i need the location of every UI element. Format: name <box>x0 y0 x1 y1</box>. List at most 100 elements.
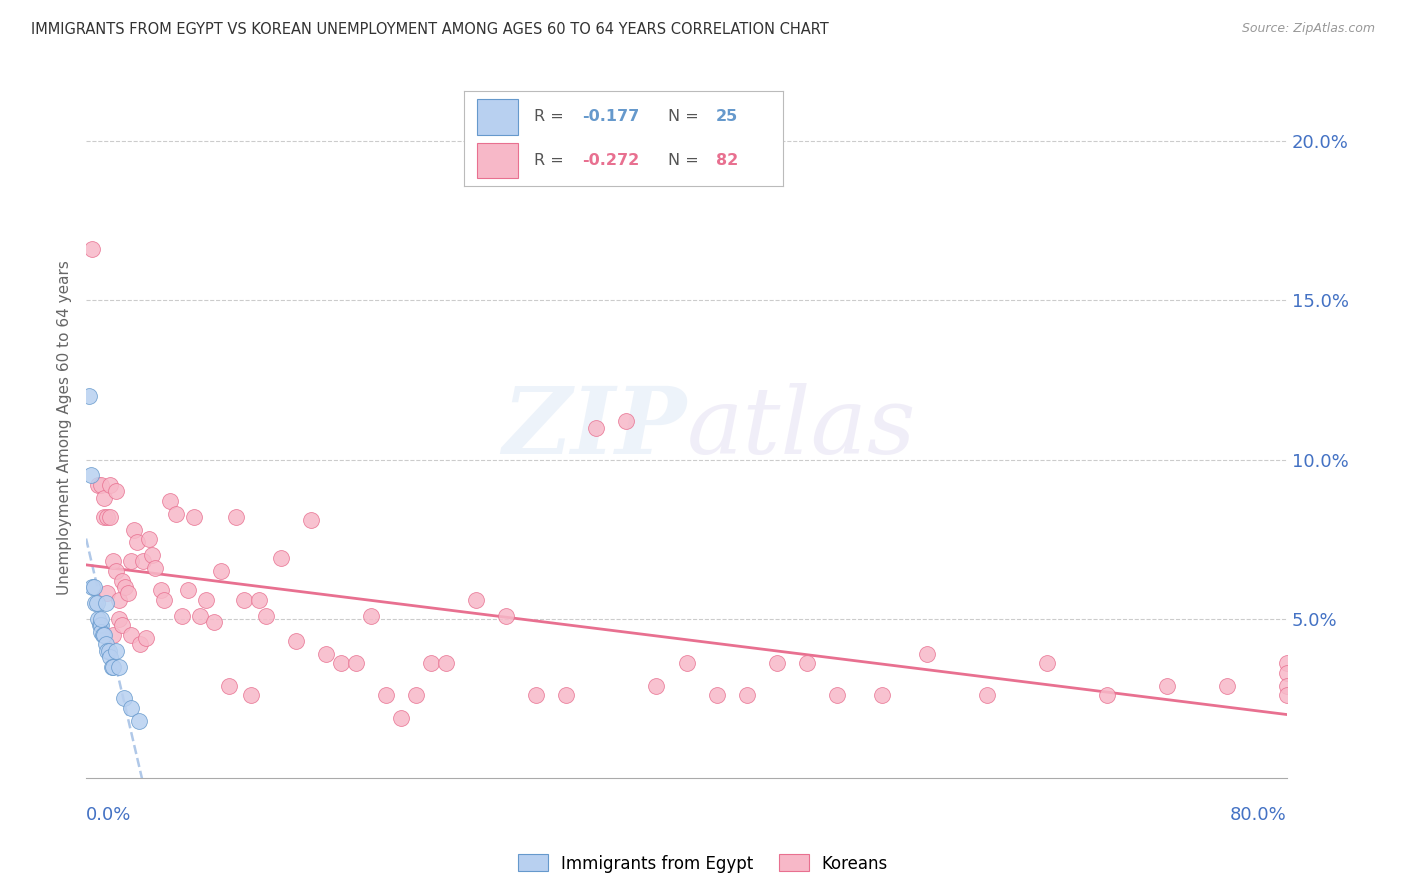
Text: atlas: atlas <box>686 383 917 473</box>
Point <box>83 580 105 594</box>
Point <box>132 554 155 568</box>
Point <box>1275 688 1298 702</box>
Point <box>138 532 160 546</box>
Text: 80.0%: 80.0% <box>1230 806 1286 824</box>
Point <box>96 586 118 600</box>
Point <box>143 561 166 575</box>
Point <box>117 586 139 600</box>
Point <box>141 548 163 562</box>
Point <box>1216 679 1239 693</box>
Point <box>495 608 517 623</box>
Point <box>122 523 145 537</box>
Point <box>93 628 115 642</box>
Point <box>90 612 112 626</box>
Point <box>434 657 457 671</box>
Point <box>100 659 122 673</box>
Text: 0.0%: 0.0% <box>86 806 131 824</box>
Point <box>976 688 998 702</box>
Point <box>1275 665 1298 680</box>
Point <box>177 583 200 598</box>
Point <box>825 688 848 702</box>
Point <box>101 628 124 642</box>
Point <box>389 710 412 724</box>
Point <box>254 608 277 623</box>
Point <box>101 554 124 568</box>
Point <box>120 554 142 568</box>
Point <box>80 243 103 257</box>
Point <box>120 628 142 642</box>
Point <box>105 564 128 578</box>
Point <box>90 618 112 632</box>
Point <box>108 659 131 673</box>
Point <box>1036 657 1059 671</box>
Point <box>101 659 124 673</box>
Point <box>153 592 176 607</box>
Point <box>97 643 120 657</box>
Point <box>405 688 427 702</box>
Point <box>77 389 100 403</box>
Point <box>111 574 134 588</box>
Text: ZIP: ZIP <box>502 383 686 473</box>
Point <box>96 643 118 657</box>
Point <box>616 414 638 428</box>
Point <box>735 688 758 702</box>
Point <box>706 688 728 702</box>
Point <box>209 564 232 578</box>
Point <box>299 513 322 527</box>
Point <box>218 679 240 693</box>
Point <box>112 691 135 706</box>
Point <box>108 612 131 626</box>
Y-axis label: Unemployment Among Ages 60 to 64 years: Unemployment Among Ages 60 to 64 years <box>58 260 72 595</box>
Point <box>526 688 548 702</box>
Point <box>129 637 152 651</box>
Point <box>96 509 118 524</box>
Point <box>172 608 194 623</box>
Point <box>114 580 136 594</box>
Point <box>94 596 117 610</box>
Point <box>796 657 818 671</box>
Point <box>90 478 112 492</box>
Point <box>111 618 134 632</box>
Point <box>135 631 157 645</box>
Point <box>165 507 187 521</box>
Point <box>79 468 101 483</box>
Point <box>1095 688 1118 702</box>
Point <box>1275 679 1298 693</box>
Point <box>240 688 263 702</box>
Legend: Immigrants from Egypt, Koreans: Immigrants from Egypt, Koreans <box>512 847 894 880</box>
Point <box>585 421 607 435</box>
Point <box>232 592 254 607</box>
Point <box>93 509 115 524</box>
Text: IMMIGRANTS FROM EGYPT VS KOREAN UNEMPLOYMENT AMONG AGES 60 TO 64 YEARS CORRELATI: IMMIGRANTS FROM EGYPT VS KOREAN UNEMPLOY… <box>31 22 828 37</box>
Point <box>420 657 443 671</box>
Point <box>195 592 218 607</box>
Point <box>183 509 205 524</box>
Point <box>94 637 117 651</box>
Point <box>108 592 131 607</box>
Point <box>87 478 110 492</box>
Point <box>247 592 270 607</box>
Point <box>80 580 103 594</box>
Point <box>159 494 181 508</box>
Point <box>225 509 247 524</box>
Point <box>105 484 128 499</box>
Point <box>202 615 225 629</box>
Point <box>555 688 578 702</box>
Point <box>87 612 110 626</box>
Point <box>98 650 121 665</box>
Point <box>93 491 115 505</box>
Point <box>344 657 367 671</box>
Point <box>90 624 112 639</box>
Point <box>765 657 787 671</box>
Point <box>285 634 308 648</box>
Point <box>105 643 128 657</box>
Point <box>675 657 697 671</box>
Point <box>360 608 382 623</box>
Point <box>150 583 173 598</box>
Point <box>89 618 111 632</box>
Point <box>98 509 121 524</box>
Text: Source: ZipAtlas.com: Source: ZipAtlas.com <box>1241 22 1375 36</box>
Point <box>465 592 488 607</box>
Point <box>128 714 150 728</box>
Point <box>84 596 107 610</box>
